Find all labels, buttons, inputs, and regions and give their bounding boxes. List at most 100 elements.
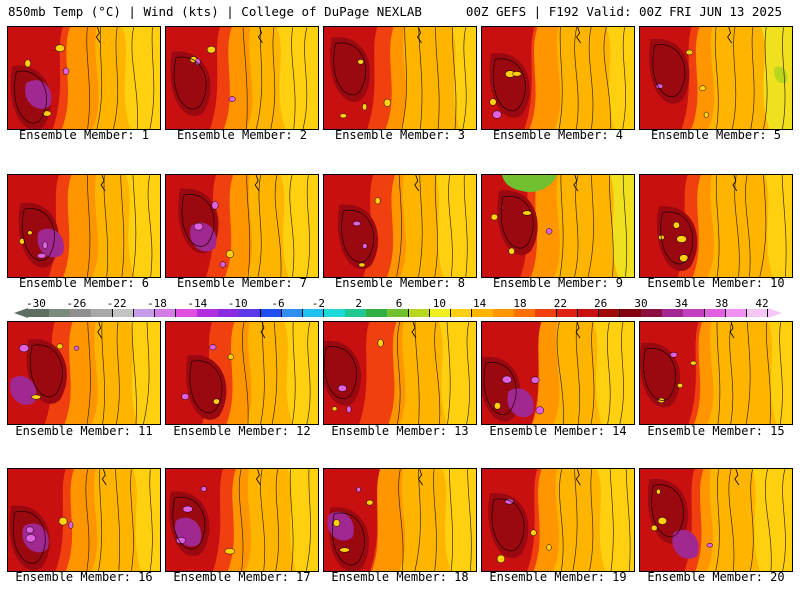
- ensemble-member-map: [323, 26, 477, 130]
- colorbar-segment: [683, 309, 706, 317]
- temperature-field: [8, 175, 160, 277]
- colorbar-segment: [472, 309, 494, 317]
- ensemble-member-label: Ensemble Member: 2: [176, 128, 308, 142]
- colorbar-segment: [49, 309, 71, 317]
- ensemble-member-label: Ensemble Member: 14: [489, 424, 627, 438]
- colorbar-segment: [281, 309, 304, 317]
- colorbar-right-arrow: [768, 308, 782, 318]
- ensemble-member-label: Ensemble Member: 16: [15, 570, 153, 584]
- colorbar-segment: [218, 309, 240, 317]
- temperature-field: [324, 27, 476, 129]
- colorbar-segment: [112, 309, 135, 317]
- colorbar-segment: [345, 309, 367, 317]
- colorbar-segment: [260, 309, 283, 317]
- temperature-field: [482, 322, 634, 424]
- ensemble-member-label: Ensemble Member: 7: [176, 276, 308, 290]
- temperature-field: [482, 27, 634, 129]
- ensemble-member-map: [7, 174, 161, 278]
- model-run-info: 00Z GEFS | F192 Valid: 00Z FRI JUN 13 20…: [465, 4, 782, 19]
- colorbar-tick-label: -14: [187, 297, 208, 310]
- temperature-field: [324, 469, 476, 571]
- colorbar-tick-label: 22: [553, 297, 567, 310]
- colorbar-segment: [387, 309, 410, 317]
- colorbar-segment: [197, 309, 219, 317]
- colorbar-segment: [662, 309, 684, 317]
- map-title: 850mb Temp (°C) | Wind (kts) | College o…: [8, 4, 422, 19]
- colorbar-tick-label: 6: [395, 297, 403, 310]
- temperature-field: [166, 175, 318, 277]
- temperature-field: [482, 175, 634, 277]
- colorbar-segment: [408, 309, 431, 317]
- colorbar-tick-label: -18: [147, 297, 167, 310]
- colorbar-segment: [28, 309, 50, 317]
- colorbar-segment: [641, 309, 663, 317]
- colorbar-tick-label: 30: [634, 297, 648, 310]
- ensemble-member-label: Ensemble Member: 1: [18, 128, 150, 142]
- colorbar-tick-label: 42: [755, 297, 769, 310]
- ensemble-member-label: Ensemble Member: 19: [489, 570, 627, 584]
- ensemble-member-label: Ensemble Member: 5: [650, 128, 782, 142]
- colorbar-tick-label: 34: [674, 297, 688, 310]
- colorbar-tick-label: 10: [432, 297, 446, 310]
- ensemble-member-map: [165, 26, 319, 130]
- colorbar-segment: [514, 309, 536, 317]
- temperature-field: [640, 27, 792, 129]
- ensemble-member-map: [323, 321, 477, 425]
- ensemble-member-map: [165, 468, 319, 572]
- ensemble-member-map: [481, 468, 635, 572]
- colorbar-segment: [535, 309, 558, 317]
- ensemble-member-map: [7, 321, 161, 425]
- colorbar-segment: [577, 309, 600, 317]
- ensemble-member-map: [165, 174, 319, 278]
- temperature-field: [166, 322, 318, 424]
- ensemble-member-label: Ensemble Member: 20: [647, 570, 785, 584]
- ensemble-member-label: Ensemble Member: 10: [647, 276, 785, 290]
- colorbar-segment: [450, 309, 473, 317]
- colorbar-tick-label: -22: [106, 297, 127, 310]
- temperature-field: [324, 322, 476, 424]
- ensemble-member-map: [639, 26, 793, 130]
- ensemble-member-map: [7, 468, 161, 572]
- temperature-field: [8, 27, 160, 129]
- ensemble-member-map: [481, 321, 635, 425]
- ensemble-member-label: Ensemble Member: 12: [173, 424, 311, 438]
- colorbar-segment: [91, 309, 114, 317]
- colorbar-tick-label: -26: [66, 297, 87, 310]
- colorbar-segment: [239, 309, 262, 317]
- colorbar-tick-label: 2: [355, 297, 362, 310]
- colorbar-left-arrow: [14, 308, 28, 318]
- colorbar-segment: [704, 309, 727, 317]
- colorbar-segment: [324, 309, 346, 317]
- colorbar-segment: [746, 309, 769, 317]
- ensemble-member-label: Ensemble Member: 17: [173, 570, 311, 584]
- ensemble-member-map: [323, 468, 477, 572]
- temperature-field: [8, 469, 160, 571]
- ensemble-member-label: Ensemble Member: 3: [334, 128, 466, 142]
- temperature-field: [166, 469, 318, 571]
- temperature-field: [640, 322, 792, 424]
- ensemble-member-map: [323, 174, 477, 278]
- ensemble-member-label: Ensemble Member: 9: [492, 276, 624, 290]
- temperature-field: [166, 27, 318, 129]
- colorbar-tick-label: -10: [227, 297, 248, 310]
- temperature-colorbar: [28, 309, 769, 317]
- ensemble-member-map: [639, 468, 793, 572]
- colorbar-tick-label: 18: [513, 297, 527, 310]
- colorbar-segment: [302, 309, 325, 317]
- colorbar-segment: [133, 309, 156, 317]
- colorbar-tick-label: -2: [311, 297, 325, 310]
- colorbar-segment: [493, 309, 515, 317]
- colorbar-segment: [70, 309, 92, 317]
- ensemble-member-map: [481, 26, 635, 130]
- ensemble-member-label: Ensemble Member: 11: [15, 424, 153, 438]
- colorbar-tick-label: 26: [594, 297, 608, 310]
- ensemble-member-label: Ensemble Member: 8: [334, 276, 466, 290]
- temperature-field: [482, 469, 634, 571]
- colorbar-tick-label: -30: [26, 297, 46, 310]
- ensemble-member-label: Ensemble Member: 18: [331, 570, 469, 584]
- ensemble-member-label: Ensemble Member: 4: [492, 128, 624, 142]
- ensemble-member-label: Ensemble Member: 15: [647, 424, 785, 438]
- ensemble-member-map: [165, 321, 319, 425]
- colorbar-segment: [556, 309, 579, 317]
- temperature-field: [640, 469, 792, 571]
